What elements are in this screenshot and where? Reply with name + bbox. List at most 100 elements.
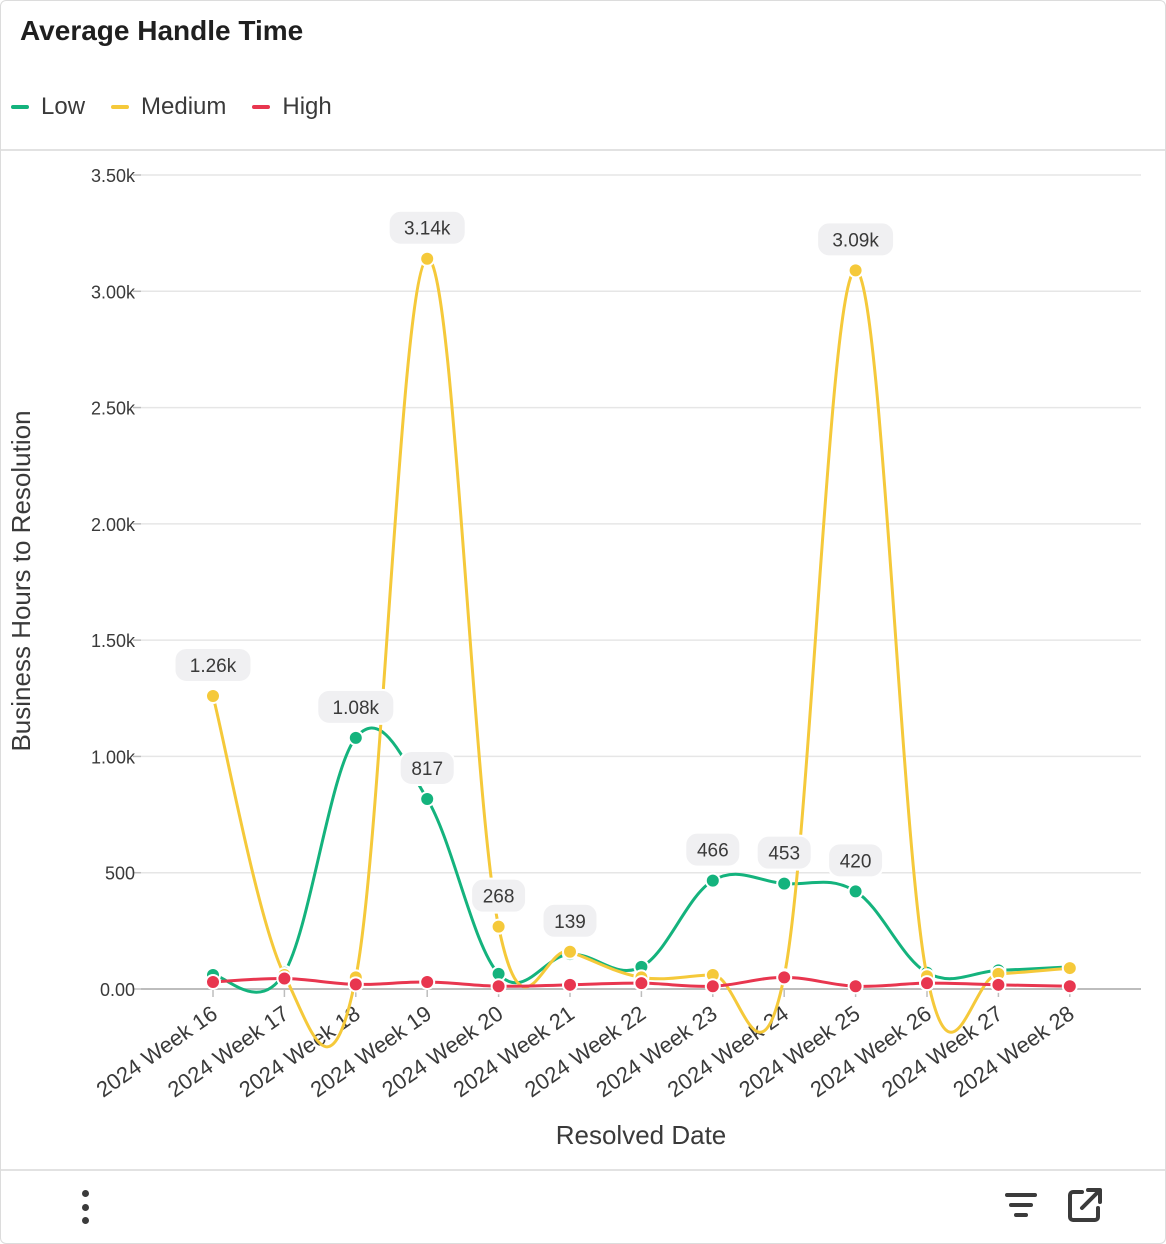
data-point-high (1061, 978, 1078, 995)
data-point-medium (562, 943, 578, 960)
data-label-bg (470, 877, 528, 914)
data-label-bg (541, 902, 599, 939)
data-label: 268 (483, 887, 515, 908)
y-tick-label: 500 (105, 864, 135, 884)
series-high (205, 969, 1078, 995)
data-point-high (919, 975, 935, 992)
y-tick-label: 3.50k (91, 166, 136, 186)
legend-label-high: High (282, 93, 332, 120)
data-label-group: 1.26k (173, 646, 253, 683)
y-axis-title: Business Hours to Resolution (6, 410, 36, 751)
series-medium (205, 250, 1078, 1049)
y-tick-label: 1.00k (91, 747, 136, 767)
legend-swatch-high (252, 105, 271, 109)
menu-dot (81, 1203, 89, 1211)
data-point-high (847, 978, 864, 995)
data-point-high (490, 978, 507, 995)
data-label-bg (398, 749, 456, 786)
filter-icon[interactable] (1003, 1189, 1039, 1223)
data-label: 466 (697, 841, 729, 862)
data-point-high (990, 976, 1007, 993)
data-point-high (419, 974, 436, 991)
x-tick-label: 2024 Week 21 (449, 1001, 579, 1103)
data-label-bg (684, 831, 742, 868)
header-divider (1, 149, 1165, 151)
y-tick-label: 2.00k (91, 515, 136, 535)
data-point-low (704, 872, 721, 889)
legend-swatch-low (11, 105, 29, 109)
data-label-bg (755, 834, 813, 871)
legend-label-medium: Medium (141, 93, 227, 120)
series-line-low (212, 726, 1070, 994)
data-label-group: 3.14k (387, 209, 467, 246)
legend-label-low: Low (41, 93, 86, 120)
data-label: 453 (768, 844, 800, 865)
x-tick-label: 2024 Week 25 (734, 1001, 864, 1103)
x-tick-label: 2024 Week 23 (591, 1001, 721, 1103)
line-chart: 0.00 500 1.00k 1.50k 2.00k 2.50k 3.00k 3.50k 202… (6, 166, 1141, 1150)
data-label-group: 3.09k (816, 221, 896, 258)
x-tick-label: 2024 Week 27 (877, 1001, 1007, 1103)
data-point-low (419, 790, 436, 807)
widget-footer (1, 1171, 1165, 1243)
data-label-bg (816, 221, 896, 258)
data-label: 817 (411, 759, 443, 780)
legend-item-low[interactable]: Low (11, 93, 85, 121)
data-point-low (776, 875, 793, 892)
menu-dot (81, 1217, 89, 1224)
external-link-icon[interactable] (1067, 1187, 1103, 1223)
x-tick-label: 2024 Week 17 (163, 1001, 293, 1103)
data-point-medium (847, 262, 864, 279)
y-tick-label: 0.00 (100, 980, 135, 1000)
data-label-group: 139 (541, 902, 599, 939)
legend-item-high[interactable]: High (252, 93, 332, 121)
data-label: 1.26k (190, 656, 237, 677)
data-label-group: 466 (684, 831, 742, 868)
data-label-group: 817 (398, 749, 456, 786)
x-tick-label: 2024 Week 16 (92, 1001, 222, 1103)
legend-swatch-medium (111, 105, 130, 109)
data-point-high (205, 974, 221, 991)
data-point-low (347, 729, 364, 746)
data-point-high (633, 975, 650, 992)
data-label: 420 (840, 851, 872, 872)
x-tick-label: 2024 Week 26 (806, 1001, 936, 1103)
data-label: 3.09k (832, 230, 879, 251)
data-label-bg (316, 688, 396, 725)
data-point-medium (1061, 960, 1078, 977)
data-label-bg (173, 646, 253, 683)
more-vertical-icon[interactable] (71, 1187, 99, 1227)
chart-legend: Low Medium High (11, 93, 358, 121)
data-point-high (562, 976, 578, 993)
data-label-group: 1.08k (316, 688, 396, 725)
menu-dot (81, 1190, 89, 1197)
data-label-group: 453 (755, 834, 813, 871)
data-label: 3.14k (404, 219, 451, 240)
y-tick-label: 1.50k (91, 631, 136, 651)
data-label-bg (827, 842, 885, 879)
data-point-high (276, 970, 293, 987)
data-point-low (847, 883, 864, 900)
x-tick-label: 2024 Week 22 (520, 1001, 650, 1103)
y-tick-label: 3.00k (91, 282, 136, 302)
x-axis-title: Resolved Date (556, 1120, 727, 1150)
x-tick-label: 2024 Week 19 (306, 1001, 436, 1103)
data-label: 1.08k (333, 698, 380, 719)
data-label: 139 (554, 912, 586, 933)
data-label-group: 268 (470, 877, 528, 914)
x-tick-label: 2024 Week 20 (377, 1001, 507, 1103)
data-label-bg (387, 209, 467, 246)
data-point-medium (205, 687, 221, 704)
data-point-medium (419, 250, 436, 267)
legend-item-medium[interactable]: Medium (111, 93, 226, 121)
y-tick-label: 2.50k (91, 399, 136, 419)
data-point-high (704, 978, 721, 995)
series-line-medium (211, 257, 1070, 1049)
data-point-medium (490, 918, 507, 935)
footer-divider (1, 1169, 1165, 1171)
data-point-high (347, 976, 364, 993)
widget-title: Average Handle Time (20, 15, 304, 46)
series-low (205, 726, 1078, 994)
data-point-high (776, 969, 793, 986)
